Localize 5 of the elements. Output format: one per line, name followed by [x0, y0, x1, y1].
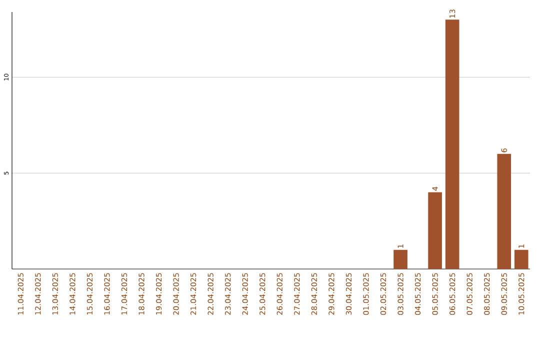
- bar: [394, 250, 408, 269]
- bar: [514, 250, 528, 269]
- bar: [428, 192, 442, 269]
- bar: [497, 154, 512, 269]
- bar: [445, 20, 460, 269]
